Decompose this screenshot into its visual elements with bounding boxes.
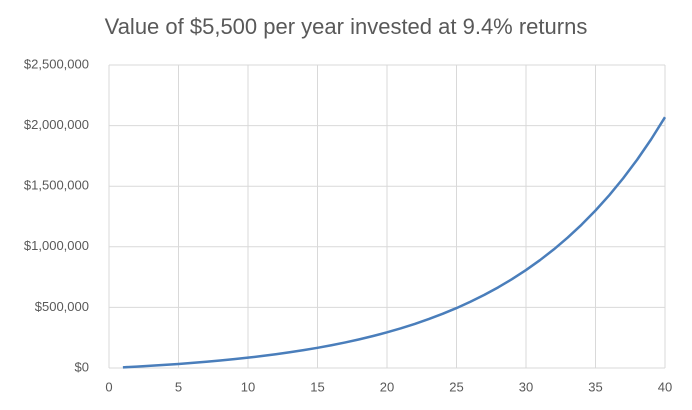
x-tick-label: 15	[310, 379, 324, 394]
x-tick-label: 25	[449, 379, 463, 394]
y-tick-label: $2,500,000	[24, 56, 89, 71]
x-tick-label: 30	[519, 379, 533, 394]
y-tick-label: $500,000	[35, 299, 89, 314]
y-tick-label: $1,000,000	[24, 238, 89, 253]
data-line	[122, 116, 667, 369]
x-tick-label: 0	[105, 379, 112, 394]
chart-title: Value of $5,500 per year invested at 9.4…	[105, 14, 588, 39]
x-tick-label: 10	[241, 379, 255, 394]
x-tick-label: 40	[658, 379, 672, 394]
y-tick-label: $2,000,000	[24, 117, 89, 132]
y-tick-label: $1,500,000	[24, 178, 89, 193]
x-tick-label: 5	[175, 379, 182, 394]
x-tick-label: 20	[380, 379, 394, 394]
x-tick-label: 35	[588, 379, 602, 394]
y-tick-label: $0	[75, 359, 89, 374]
